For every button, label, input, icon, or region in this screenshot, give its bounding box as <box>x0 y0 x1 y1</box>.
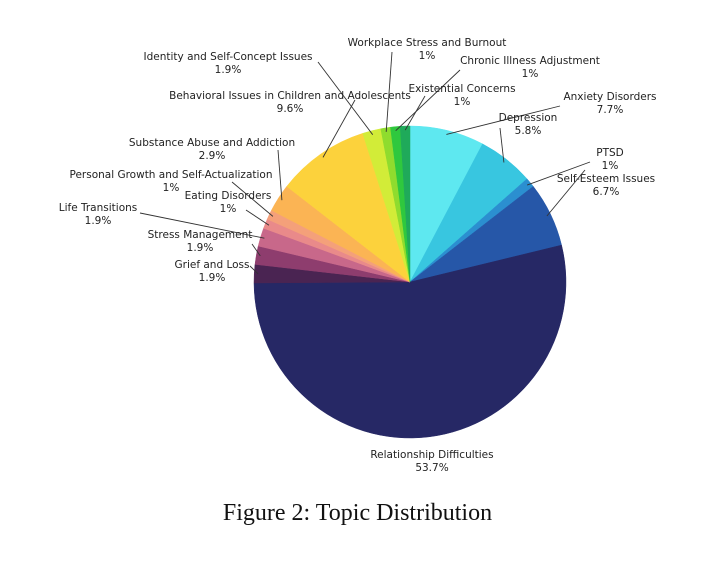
leader-line-depression <box>499 127 505 163</box>
pie-chart: Anxiety Disorders7.7%Depression5.8%PTSD1… <box>59 37 657 474</box>
leader-line-behavioral-issues-in-children-and-adolescents <box>322 99 356 158</box>
leader-line-existential-concerns <box>404 95 426 131</box>
slice-label-behavioral-issues-in-children-and-adolescents: Behavioral Issues in Children and Adoles… <box>169 90 411 102</box>
leader-line-substance-abuse-and-addiction <box>277 149 283 201</box>
slice-value-personal-growth-and-self-actualization: 1% <box>163 182 180 194</box>
slice-value-stress-management: 1.9% <box>187 242 214 254</box>
slice-value-anxiety-disorders: 7.7% <box>597 104 624 116</box>
slice-label-ptsd: PTSD <box>596 147 624 159</box>
slice-labels: Anxiety Disorders7.7%Depression5.8%PTSD1… <box>59 37 657 474</box>
slice-label-eating-disorders: Eating Disorders <box>185 190 272 202</box>
slice-label-existential-concerns: Existential Concerns <box>408 83 515 95</box>
leader-line-grief-and-loss <box>249 265 259 275</box>
leader-line-life-transitions <box>139 212 265 239</box>
slice-label-grief-and-loss: Grief and Loss <box>175 259 250 271</box>
slice-label-depression: Depression <box>499 112 558 124</box>
slice-value-eating-disorders: 1% <box>220 203 237 215</box>
slice-label-personal-growth-and-self-actualization: Personal Growth and Self-Actualization <box>69 169 272 181</box>
slice-label-stress-management: Stress Management <box>148 229 253 241</box>
slice-value-chronic-illness-adjustment: 1% <box>522 68 539 80</box>
slice-label-chronic-illness-adjustment: Chronic Illness Adjustment <box>460 55 600 67</box>
slice-label-self-esteem-issues: Self-Esteem Issues <box>557 173 655 185</box>
slice-label-workplace-stress-and-burnout: Workplace Stress and Burnout <box>348 37 507 49</box>
leader-line-eating-disorders <box>245 209 270 226</box>
slice-label-substance-abuse-and-addiction: Substance Abuse and Addiction <box>129 137 295 149</box>
slice-value-substance-abuse-and-addiction: 2.9% <box>199 150 226 162</box>
slice-value-relationship-difficulties: 53.7% <box>415 462 448 474</box>
slice-label-identity-and-self-concept-issues: Identity and Self-Concept Issues <box>143 51 312 63</box>
slice-value-behavioral-issues-in-children-and-adolescents: 9.6% <box>277 103 304 115</box>
leader-line-stress-management <box>251 243 261 257</box>
slice-value-ptsd: 1% <box>602 160 619 172</box>
slice-label-anxiety-disorders: Anxiety Disorders <box>563 91 656 103</box>
figure-caption: Figure 2: Topic Distribution <box>222 500 493 526</box>
slice-value-depression: 5.8% <box>515 125 542 137</box>
slice-behavioral-issues-in-children-and-adolescents <box>286 133 411 283</box>
leader-line-self-esteem-issues <box>546 169 586 217</box>
slice-value-life-transitions: 1.9% <box>85 215 112 227</box>
leader-line-identity-and-self-concept-issues <box>317 61 374 135</box>
leader-line-workplace-stress-and-burnout <box>385 51 393 132</box>
leader-lines <box>139 51 591 275</box>
leader-line-personal-growth-and-self-actualization <box>231 181 274 217</box>
leader-line-chronic-illness-adjustment <box>395 69 461 132</box>
slice-relationship-difficulties <box>253 244 567 439</box>
slice-label-life-transitions: Life Transitions <box>59 202 138 214</box>
slice-value-grief-and-loss: 1.9% <box>199 272 226 284</box>
slice-value-workplace-stress-and-burnout: 1% <box>419 50 436 62</box>
pie-slices <box>253 125 567 439</box>
leader-line-ptsd <box>526 161 591 186</box>
slice-value-existential-concerns: 1% <box>454 96 471 108</box>
leader-line-anxiety-disorders <box>446 105 561 135</box>
slice-value-identity-and-self-concept-issues: 1.9% <box>215 64 242 76</box>
slice-value-self-esteem-issues: 6.7% <box>593 186 620 198</box>
slice-label-relationship-difficulties: Relationship Difficulties <box>370 449 493 461</box>
